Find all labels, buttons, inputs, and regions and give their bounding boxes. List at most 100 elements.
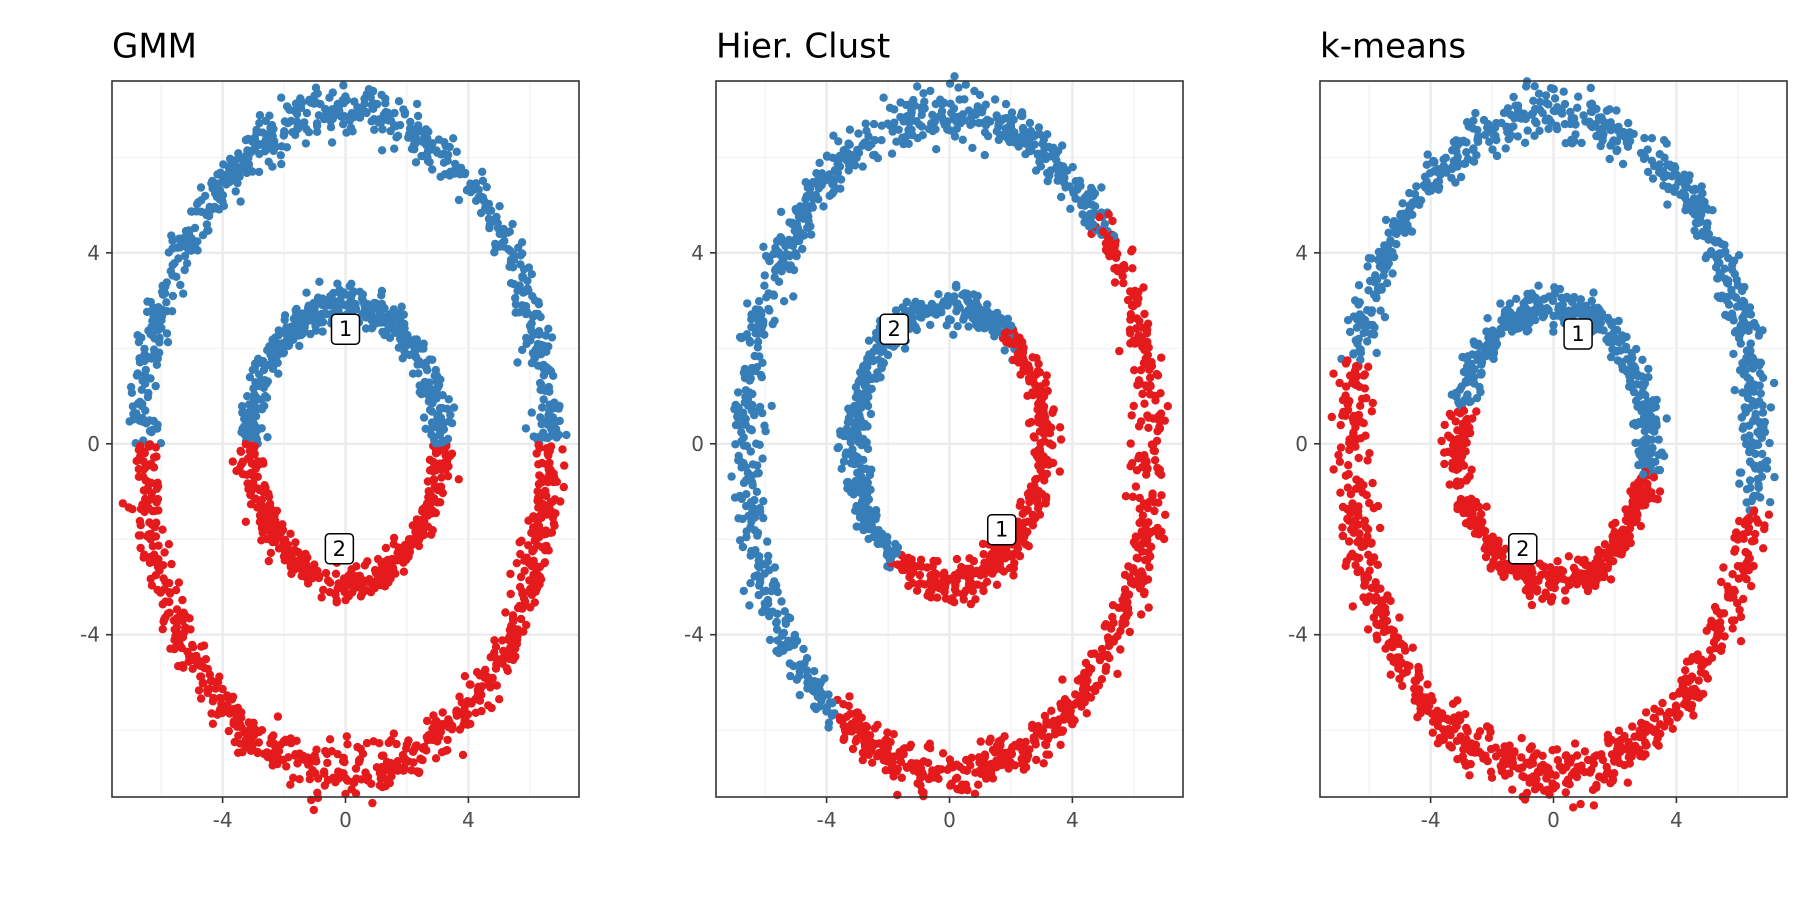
data-point	[858, 496, 867, 506]
data-point	[1068, 720, 1077, 729]
data-point	[1080, 698, 1089, 707]
data-point	[329, 288, 338, 298]
data-point	[922, 304, 931, 313]
data-point	[242, 168, 251, 178]
data-point	[1730, 386, 1739, 395]
data-point	[312, 119, 322, 128]
data-point	[1009, 571, 1018, 580]
data-point	[942, 121, 951, 130]
data-point	[944, 315, 954, 324]
data-point	[1018, 509, 1027, 518]
data-point	[947, 760, 956, 769]
data-point	[964, 106, 974, 115]
data-point	[473, 691, 482, 700]
data-point	[1000, 329, 1009, 338]
data-point	[1031, 380, 1040, 390]
data-point	[193, 246, 202, 255]
data-point	[367, 309, 376, 319]
data-point	[1097, 675, 1107, 684]
data-point	[442, 404, 452, 413]
data-point	[950, 570, 959, 580]
data-point	[444, 395, 453, 404]
data-point	[951, 581, 960, 590]
data-point	[1017, 759, 1027, 768]
data-point	[825, 191, 834, 200]
x-tick-label: 0	[943, 808, 956, 832]
data-point	[276, 528, 286, 537]
data-point	[733, 412, 742, 421]
data-point	[501, 608, 510, 617]
data-point	[454, 475, 463, 484]
data-point	[377, 559, 386, 568]
data-point	[428, 165, 437, 174]
data-point	[502, 651, 512, 660]
data-point	[1111, 240, 1120, 250]
data-point	[411, 158, 421, 167]
data-point	[843, 477, 853, 487]
data-point	[312, 745, 321, 754]
data-point	[1134, 379, 1143, 389]
data-point	[326, 301, 335, 310]
data-point	[212, 204, 222, 213]
data-point	[199, 641, 209, 650]
cluster-label: 2	[324, 533, 355, 565]
data-point	[537, 513, 546, 523]
data-point	[446, 410, 455, 420]
data-point	[870, 136, 880, 145]
data-point	[525, 576, 534, 585]
data-point	[1549, 85, 1559, 94]
data-point	[468, 185, 478, 195]
data-point	[1142, 556, 1152, 565]
data-point	[414, 369, 423, 378]
data-point	[490, 636, 499, 645]
data-point	[937, 303, 946, 312]
data-point	[505, 262, 514, 271]
data-point	[506, 589, 515, 599]
data-point	[320, 769, 329, 778]
data-point	[160, 585, 169, 594]
data-point	[397, 302, 406, 311]
data-point	[817, 169, 827, 178]
data-point	[970, 789, 980, 798]
data-point	[443, 472, 453, 481]
data-point	[252, 434, 261, 444]
data-point	[231, 162, 240, 171]
data-point	[1007, 749, 1017, 759]
data-point	[131, 414, 140, 423]
data-point	[778, 255, 788, 265]
data-point	[857, 522, 867, 532]
data-point	[755, 440, 764, 449]
data-point	[842, 156, 852, 165]
data-point	[1532, 118, 1541, 128]
data-point	[789, 661, 798, 671]
data-point	[994, 737, 1003, 746]
data-point	[1138, 547, 1147, 556]
data-point	[492, 660, 501, 669]
data-point	[188, 664, 197, 673]
data-point	[952, 554, 962, 564]
data-point	[958, 135, 967, 144]
data-point	[242, 470, 251, 479]
data-point	[146, 459, 156, 469]
data-point	[223, 691, 232, 700]
data-point	[1039, 759, 1048, 768]
data-point	[755, 504, 765, 513]
data-point	[443, 735, 452, 745]
data-point	[273, 521, 282, 530]
data-point	[789, 265, 799, 275]
data-point	[1055, 423, 1065, 432]
data-point	[535, 378, 545, 388]
data-point	[410, 345, 419, 355]
data-point	[947, 595, 956, 604]
data-point	[1018, 525, 1027, 535]
data-point	[747, 426, 756, 435]
data-point	[472, 668, 482, 677]
data-point	[737, 437, 746, 446]
data-point	[467, 699, 476, 708]
data-point	[763, 537, 772, 546]
data-point	[1085, 663, 1094, 673]
data-point	[399, 310, 408, 319]
data-point	[1596, 141, 1605, 151]
data-point	[369, 737, 378, 746]
